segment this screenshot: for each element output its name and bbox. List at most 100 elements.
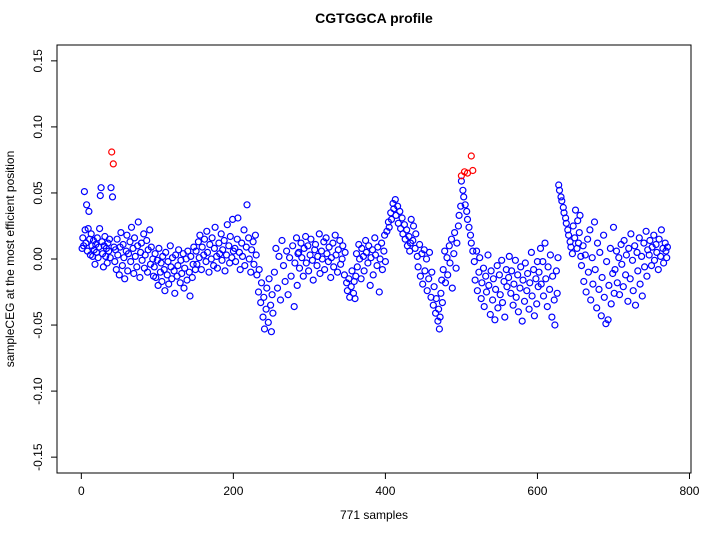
data-point (628, 256, 637, 264)
data-point (645, 251, 653, 259)
data-point (655, 235, 663, 243)
data-point (638, 292, 646, 300)
data-point (611, 266, 619, 274)
data-point (465, 223, 473, 231)
data-point (435, 325, 443, 333)
data-point (412, 230, 420, 238)
data-point (620, 236, 628, 245)
data-point (115, 271, 123, 279)
data-point (340, 271, 348, 279)
data-point (525, 305, 533, 313)
scatter-points (78, 148, 672, 336)
data-point (240, 226, 248, 234)
data-point (492, 285, 500, 293)
y-tick-label: 0.15 (31, 49, 45, 73)
data-point (432, 295, 440, 303)
data-point (476, 254, 484, 262)
data-point (663, 254, 671, 262)
data-point (378, 239, 386, 247)
data-point (463, 207, 471, 215)
data-point (221, 267, 229, 275)
data-point (243, 201, 251, 209)
data-point (478, 279, 486, 287)
data-point (647, 262, 656, 270)
y-tick-label: 0.05 (31, 181, 45, 205)
data-point (599, 231, 608, 239)
data-point (289, 242, 297, 250)
data-point (260, 325, 269, 333)
data-point (527, 248, 536, 256)
data-point (375, 288, 383, 296)
x-tick-label: 800 (679, 484, 699, 498)
data-point (233, 235, 241, 243)
data-point (428, 268, 436, 276)
data-point (164, 258, 172, 266)
data-point (371, 251, 380, 259)
y-axis-label: sampleCEG at the most efficient position (3, 151, 17, 368)
data-point (162, 248, 170, 256)
data-point (564, 226, 572, 234)
data-point (553, 289, 561, 297)
data-point (546, 251, 555, 259)
data-point (286, 254, 294, 262)
data-point (124, 250, 133, 258)
data-point (311, 240, 320, 249)
data-point (178, 269, 186, 278)
data-point (489, 296, 497, 304)
data-point (252, 251, 260, 259)
data-point (352, 250, 361, 258)
data-point (94, 254, 102, 262)
data-point (550, 296, 558, 304)
data-point (626, 275, 634, 283)
data-point (596, 248, 604, 256)
data-point (276, 296, 285, 304)
data-point (514, 271, 522, 279)
data-point (646, 236, 654, 245)
data-point (143, 268, 152, 276)
data-point (436, 313, 444, 321)
data-point (267, 328, 275, 336)
data-point (79, 234, 87, 242)
data-point (217, 230, 225, 238)
data-point (507, 289, 515, 297)
data-point (329, 239, 337, 247)
data-point (387, 215, 396, 223)
data-point (322, 234, 330, 242)
data-point (457, 177, 465, 185)
data-point (193, 260, 201, 268)
data-point (473, 247, 481, 255)
data-point (213, 264, 221, 272)
data-point (365, 242, 373, 250)
data-point (119, 240, 127, 249)
data-point (485, 281, 493, 289)
data-point (451, 229, 459, 237)
data-point (85, 207, 93, 215)
data-point (336, 236, 344, 245)
data-point (82, 239, 90, 247)
data-point (295, 264, 304, 272)
data-point (637, 252, 646, 260)
data-point (175, 246, 183, 254)
data-point (555, 186, 564, 194)
data-point (106, 254, 114, 262)
data-point (267, 301, 275, 309)
data-point (273, 284, 282, 292)
data-point (104, 239, 112, 247)
data-point (283, 247, 291, 255)
data-point (140, 230, 148, 238)
data-point (416, 240, 424, 249)
data-point (405, 232, 413, 241)
data-point (487, 267, 495, 275)
data-point (275, 252, 283, 260)
data-point (463, 215, 472, 223)
data-point (589, 280, 597, 288)
data-point (278, 236, 286, 245)
data-point (200, 235, 209, 243)
data-point (491, 316, 499, 324)
data-point (158, 277, 166, 286)
data-point (607, 300, 615, 308)
data-point (568, 250, 577, 258)
data-point (118, 262, 127, 270)
data-point (437, 289, 445, 297)
data-point (498, 256, 506, 264)
